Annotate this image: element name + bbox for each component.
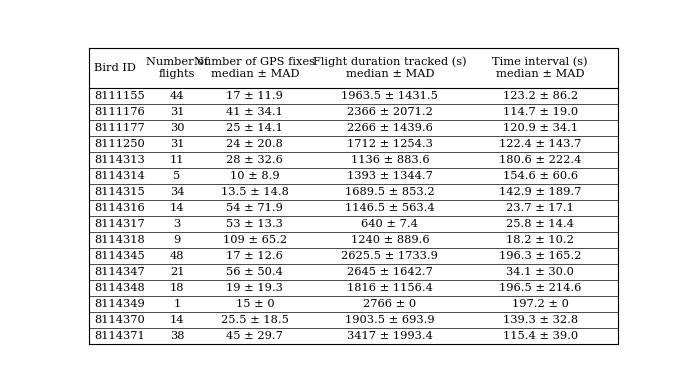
- Text: 14: 14: [170, 315, 184, 325]
- Text: Number of GPS fixes
median ± MAD: Number of GPS fixes median ± MAD: [195, 57, 315, 79]
- Text: 11: 11: [170, 155, 184, 165]
- Text: 640 ± 7.4: 640 ± 7.4: [361, 219, 418, 229]
- Text: 1712 ± 1254.3: 1712 ± 1254.3: [347, 139, 433, 149]
- Text: 9: 9: [173, 235, 181, 245]
- Text: 34.1 ± 30.0: 34.1 ± 30.0: [506, 267, 574, 277]
- Text: 15 ± 0: 15 ± 0: [235, 299, 275, 309]
- Text: 8114345: 8114345: [94, 251, 144, 261]
- Text: 8114347: 8114347: [94, 267, 144, 277]
- Text: 8114349: 8114349: [94, 299, 144, 309]
- Text: 120.9 ± 34.1: 120.9 ± 34.1: [503, 123, 578, 133]
- Text: 115.4 ± 39.0: 115.4 ± 39.0: [503, 331, 578, 341]
- Text: 25 ± 14.1: 25 ± 14.1: [226, 123, 283, 133]
- Text: 3: 3: [173, 219, 181, 229]
- Text: 2645 ± 1642.7: 2645 ± 1642.7: [347, 267, 433, 277]
- Text: 23.7 ± 17.1: 23.7 ± 17.1: [506, 203, 574, 213]
- Text: 28 ± 32.6: 28 ± 32.6: [226, 155, 283, 165]
- Text: 1963.5 ± 1431.5: 1963.5 ± 1431.5: [341, 91, 438, 101]
- Text: 139.3 ± 32.8: 139.3 ± 32.8: [503, 315, 578, 325]
- Text: 53 ± 13.3: 53 ± 13.3: [226, 219, 283, 229]
- Text: 1903.5 ± 693.9: 1903.5 ± 693.9: [345, 315, 435, 325]
- Text: 44: 44: [170, 91, 184, 101]
- Text: 10 ± 8.9: 10 ± 8.9: [230, 171, 280, 181]
- Text: 197.2 ± 0: 197.2 ± 0: [512, 299, 569, 309]
- Text: 13.5 ± 14.8: 13.5 ± 14.8: [221, 187, 289, 197]
- Text: 1240 ± 889.6: 1240 ± 889.6: [351, 235, 429, 245]
- Text: 2625.5 ± 1733.9: 2625.5 ± 1733.9: [341, 251, 438, 261]
- Text: 54 ± 71.9: 54 ± 71.9: [226, 203, 283, 213]
- Text: Bird ID: Bird ID: [94, 63, 136, 73]
- Text: 31: 31: [170, 107, 184, 117]
- Text: 1136 ± 883.6: 1136 ± 883.6: [351, 155, 429, 165]
- Text: 19 ± 19.3: 19 ± 19.3: [226, 283, 283, 293]
- Text: 142.9 ± 189.7: 142.9 ± 189.7: [499, 187, 581, 197]
- Text: 30: 30: [170, 123, 184, 133]
- Text: 8114314: 8114314: [94, 171, 144, 181]
- Text: 3417 ± 1993.4: 3417 ± 1993.4: [347, 331, 433, 341]
- Text: 8114317: 8114317: [94, 219, 144, 229]
- Text: 17 ± 11.9: 17 ± 11.9: [226, 91, 283, 101]
- Text: Flight duration tracked (s)
median ± MAD: Flight duration tracked (s) median ± MAD: [313, 57, 466, 79]
- Text: 109 ± 65.2: 109 ± 65.2: [223, 235, 287, 245]
- Text: 180.6 ± 222.4: 180.6 ± 222.4: [499, 155, 581, 165]
- Text: 122.4 ± 143.7: 122.4 ± 143.7: [499, 139, 581, 149]
- Text: 18: 18: [170, 283, 184, 293]
- Text: 196.3 ± 165.2: 196.3 ± 165.2: [499, 251, 581, 261]
- Text: 154.6 ± 60.6: 154.6 ± 60.6: [503, 171, 578, 181]
- Text: 18.2 ± 10.2: 18.2 ± 10.2: [506, 235, 574, 245]
- Text: 48: 48: [170, 251, 184, 261]
- Text: 1146.5 ± 563.4: 1146.5 ± 563.4: [345, 203, 435, 213]
- Text: 8111176: 8111176: [94, 107, 144, 117]
- Text: 24 ± 20.8: 24 ± 20.8: [226, 139, 283, 149]
- Text: 8114313: 8114313: [94, 155, 144, 165]
- Text: 1: 1: [173, 299, 181, 309]
- Text: 8114315: 8114315: [94, 187, 144, 197]
- Text: 8114316: 8114316: [94, 203, 144, 213]
- Text: Number of
flights: Number of flights: [146, 57, 208, 79]
- Text: 38: 38: [170, 331, 184, 341]
- Text: 8114370: 8114370: [94, 315, 144, 325]
- Text: 2766 ± 0: 2766 ± 0: [363, 299, 416, 309]
- Text: 8111177: 8111177: [94, 123, 144, 133]
- Text: 8114371: 8114371: [94, 331, 144, 341]
- Text: 14: 14: [170, 203, 184, 213]
- Text: 114.7 ± 19.0: 114.7 ± 19.0: [503, 107, 578, 117]
- Text: 2266 ± 1439.6: 2266 ± 1439.6: [347, 123, 433, 133]
- Text: 1393 ± 1344.7: 1393 ± 1344.7: [347, 171, 433, 181]
- Text: 196.5 ± 214.6: 196.5 ± 214.6: [499, 283, 581, 293]
- Text: 123.2 ± 86.2: 123.2 ± 86.2: [503, 91, 578, 101]
- Text: 1816 ± 1156.4: 1816 ± 1156.4: [347, 283, 433, 293]
- Text: 17 ± 12.6: 17 ± 12.6: [226, 251, 283, 261]
- Text: 2366 ± 2071.2: 2366 ± 2071.2: [347, 107, 433, 117]
- Text: 8111155: 8111155: [94, 91, 144, 101]
- Text: 56 ± 50.4: 56 ± 50.4: [226, 267, 283, 277]
- Text: 21: 21: [170, 267, 184, 277]
- Text: 8114348: 8114348: [94, 283, 144, 293]
- Text: 8111250: 8111250: [94, 139, 144, 149]
- Text: 31: 31: [170, 139, 184, 149]
- Text: 8114318: 8114318: [94, 235, 144, 245]
- Text: 41 ± 34.1: 41 ± 34.1: [226, 107, 283, 117]
- Text: 34: 34: [170, 187, 184, 197]
- Text: 25.8 ± 14.4: 25.8 ± 14.4: [506, 219, 574, 229]
- Text: 5: 5: [173, 171, 181, 181]
- Text: 45 ± 29.7: 45 ± 29.7: [226, 331, 283, 341]
- Text: 25.5 ± 18.5: 25.5 ± 18.5: [221, 315, 289, 325]
- Text: 1689.5 ± 853.2: 1689.5 ± 853.2: [345, 187, 435, 197]
- Text: Time interval (s)
median ± MAD: Time interval (s) median ± MAD: [493, 57, 588, 79]
